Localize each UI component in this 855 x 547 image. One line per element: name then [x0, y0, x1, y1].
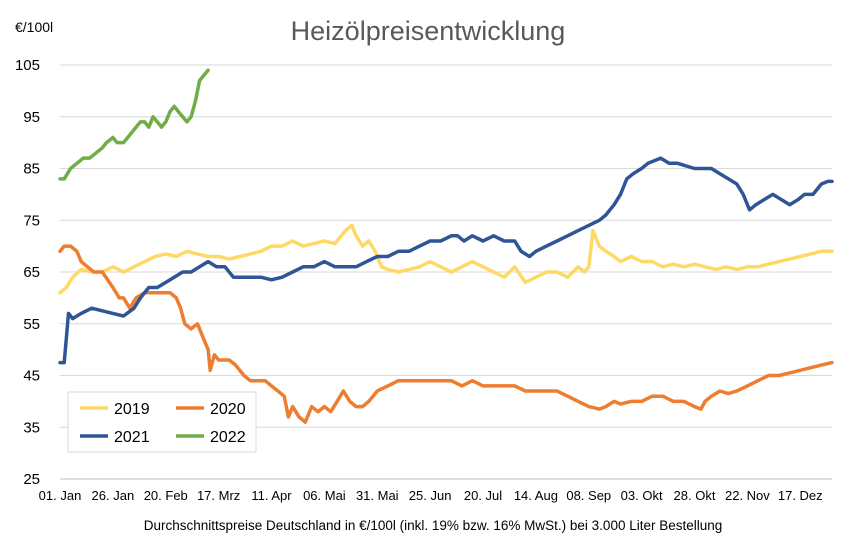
y-tick-label: 75: [23, 212, 40, 229]
y-tick-label: 65: [23, 264, 40, 281]
series-line-2021: [58, 156, 834, 365]
y-tick-label: 45: [23, 368, 40, 385]
x-axis-ticks: 01. Jan 26. Jan 20. Feb 17. Mrz 11. Apr 06. M…: [39, 488, 823, 503]
series-line-2022: [58, 68, 210, 181]
x-tick-label: 31. Mai: [356, 488, 399, 503]
series-lines: [58, 68, 834, 424]
x-tick-label: 22. Nov: [725, 488, 770, 503]
x-tick-label: 26. Jan: [92, 488, 135, 503]
y-tick-label: 55: [23, 316, 40, 333]
legend: 2019 2020 2021 2022: [67, 391, 257, 453]
y-unit-label: €/100l: [15, 19, 53, 35]
x-tick-label: 14. Aug: [514, 488, 558, 503]
y-tick-label: 25: [23, 471, 40, 488]
chart-title: Heizölpreisentwicklung: [291, 16, 566, 46]
x-tick-label: 20. Jul: [464, 488, 502, 503]
x-tick-label: 28. Okt: [674, 488, 716, 503]
series-line-2020: [58, 244, 834, 424]
legend-label-2020: 2020: [210, 401, 246, 418]
x-tick-label: 25. Jun: [409, 488, 452, 503]
y-tick-label: 95: [23, 109, 40, 126]
y-tick-label: 105: [15, 57, 40, 74]
y-tick-label: 85: [23, 161, 40, 178]
legend-box: [67, 391, 257, 453]
x-tick-label: 06. Mai: [303, 488, 346, 503]
x-tick-label: 20. Feb: [144, 488, 188, 503]
legend-label-2021: 2021: [114, 429, 150, 446]
y-tick-label: 35: [23, 419, 40, 436]
series-line-2019: [58, 223, 834, 295]
x-tick-label: 17. Dez: [778, 488, 823, 503]
legend-label-2019: 2019: [114, 401, 150, 418]
x-tick-label: 17. Mrz: [197, 488, 240, 503]
legend-label-2022: 2022: [210, 429, 246, 446]
x-axis-label: Durchschnittspreise Deutschland in €/100…: [144, 518, 723, 533]
x-tick-label: 08. Sep: [566, 488, 611, 503]
x-tick-label: 01. Jan: [39, 488, 82, 503]
x-tick-label: 11. Apr: [251, 488, 292, 503]
y-axis-ticks: 105 95 85 75 65 55 45 35 25: [15, 57, 40, 488]
x-tick-label: 03. Okt: [621, 488, 663, 503]
